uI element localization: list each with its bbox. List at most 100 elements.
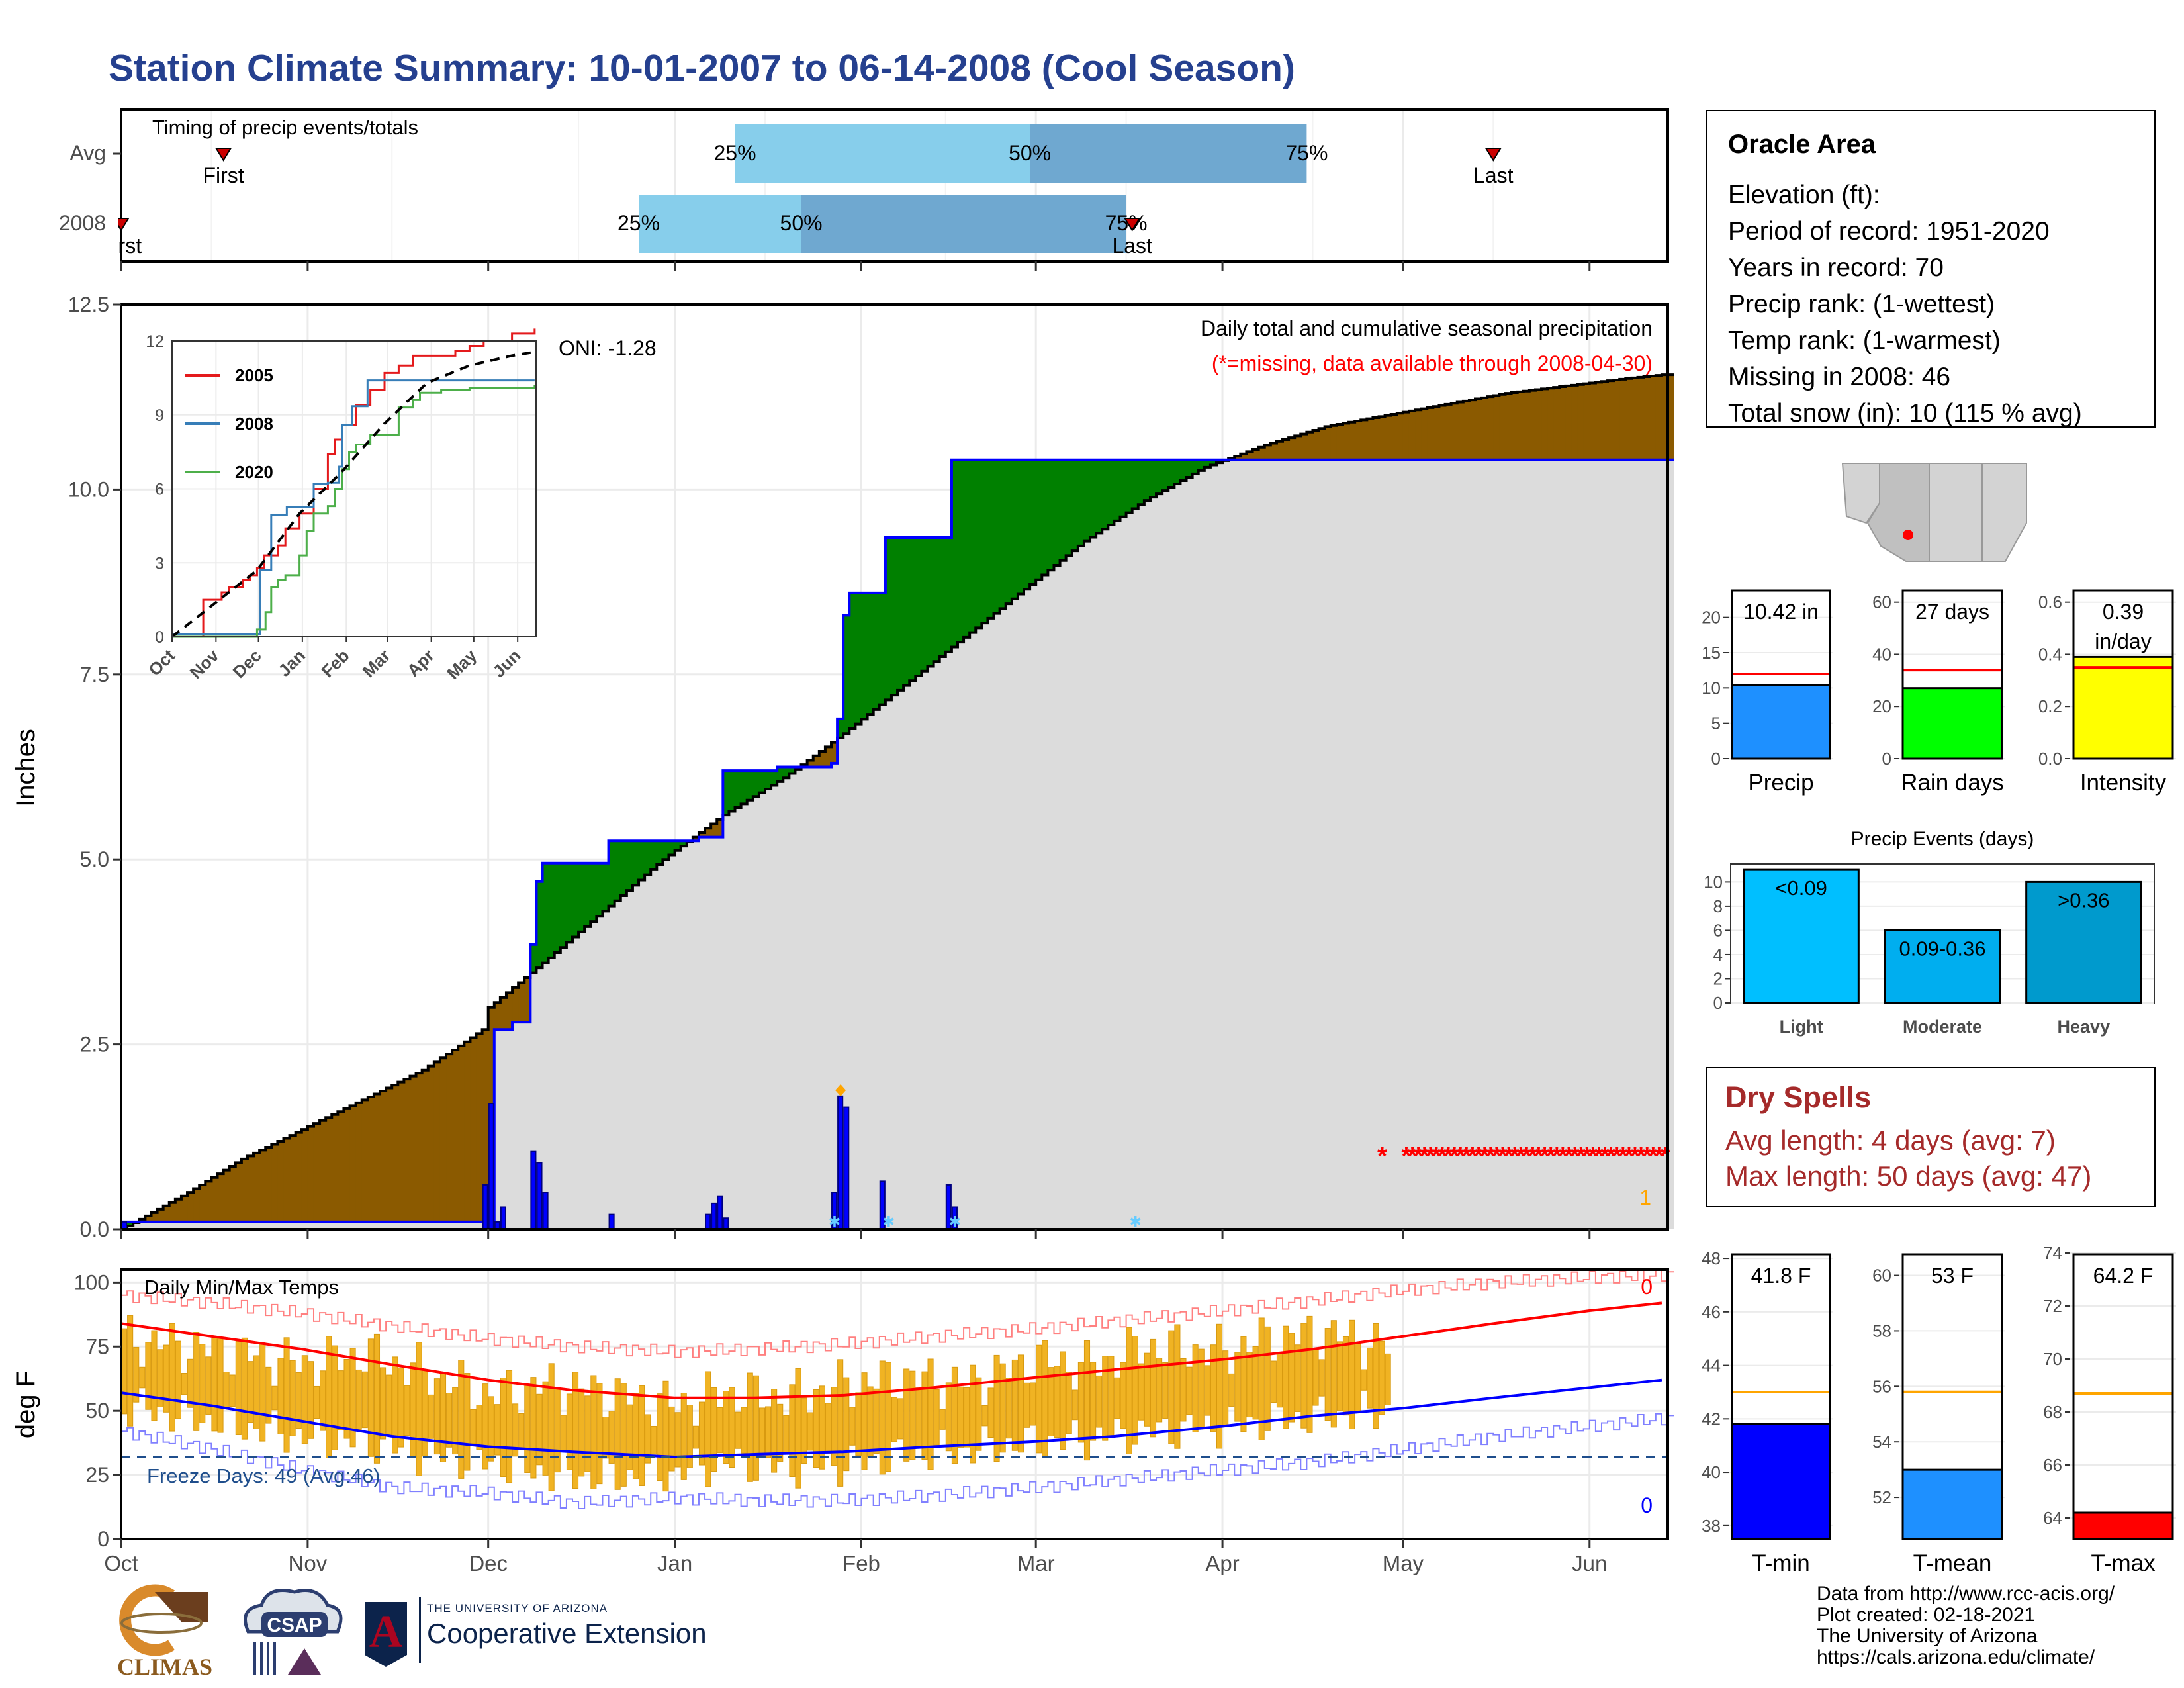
precip-deficit-area <box>199 1184 206 1222</box>
daily-temp-bar <box>343 1358 350 1439</box>
precip-excess-area <box>915 538 923 677</box>
precip-excess-area <box>789 767 796 774</box>
precip-deficit-area <box>1300 434 1307 460</box>
precip-deficit-area <box>307 1126 314 1222</box>
daily-temp-bar <box>879 1360 886 1475</box>
precip-excess-area <box>855 592 862 724</box>
temp-frame <box>120 1268 1669 1540</box>
precip-deficit-area <box>373 1094 381 1222</box>
precip-deficit-area <box>1289 438 1295 460</box>
daily-temp-bar <box>927 1358 934 1470</box>
daily-temp-bar <box>386 1374 392 1436</box>
daily-temp-bar <box>1228 1373 1235 1407</box>
oni-label: ONI: -1.28 <box>559 336 657 360</box>
precip-excess-area <box>639 841 645 880</box>
precip-excess-area <box>951 459 958 647</box>
temp-xtick-label: Oct <box>104 1551 138 1575</box>
temp-summary-box <box>1901 1253 2003 1540</box>
precip-excess-area <box>651 841 657 870</box>
daily-temp-bar <box>1270 1360 1277 1403</box>
station-info-line: Elevation (ft): <box>1728 181 1880 209</box>
daily-temp-bar <box>259 1342 266 1442</box>
university-of-arizona-logo[interactable]: A <box>359 1589 412 1668</box>
climas-logo[interactable]: CLIMAS <box>109 1582 221 1681</box>
missing-marker: * <box>1504 1143 1514 1170</box>
daily-precip-bar <box>500 1206 506 1231</box>
precip-deficit-area <box>181 1196 188 1222</box>
temperature-panel: 0 25 50 75 100 Oct Nov Dec Jan Feb Mar Apr May Jun Dai… <box>11 1268 1674 1575</box>
precip-deficit-area <box>1583 383 1590 460</box>
precip-excess-area <box>771 771 778 786</box>
daily-temp-bar <box>1240 1336 1247 1432</box>
temp-title: Daily Min/Max Temps <box>144 1276 339 1299</box>
temp-summary-value-label: 53 F <box>1931 1264 1974 1288</box>
precip-deficit-area <box>1619 379 1626 460</box>
precip-excess-area <box>885 538 892 700</box>
daily-temp-bar <box>735 1411 741 1449</box>
precip-excess-area <box>645 841 651 875</box>
dry-spells-heading: Dry Spells <box>1725 1080 1872 1114</box>
inset-frame <box>171 340 537 637</box>
daily-temp-bar <box>933 1389 940 1446</box>
daily-temp-bar <box>295 1372 302 1429</box>
precip-deficit-area <box>193 1188 200 1222</box>
precip-summary-panel: 0 5 10 15 20 Precip 10.42 in <box>1702 589 1833 796</box>
precip-summary-value-bar <box>1731 684 1831 760</box>
precip-excess-area <box>723 771 730 816</box>
precip-deficit-area <box>1276 441 1283 460</box>
cooperative-extension-logo[interactable]: THE UNIVERSITY OF ARIZONA Cooperative Ex… <box>427 1602 707 1650</box>
daily-temp-bar <box>1204 1365 1210 1416</box>
record-min-line <box>121 1413 1674 1510</box>
daily-temp-bar <box>1210 1344 1216 1432</box>
precip-deficit-area <box>320 1120 326 1222</box>
precip-excess-area <box>1114 459 1121 521</box>
precip-excess-area <box>1192 459 1199 474</box>
precip-excess-area <box>976 459 982 628</box>
precip-deficit-area <box>1559 387 1567 460</box>
daily-temp-bar <box>367 1338 374 1457</box>
missing-marker: * <box>1552 1143 1562 1170</box>
daily-temp-bar <box>1312 1348 1319 1406</box>
timing-last-label: Last <box>1473 164 1514 187</box>
daily-temp-bar <box>837 1359 844 1487</box>
precip-deficit-area <box>1614 379 1620 460</box>
precip-excess-area <box>843 615 850 734</box>
precip-deficit-area <box>1481 397 1488 460</box>
precip-excess-area <box>1071 459 1079 551</box>
precip-summary-category-label: Intensity <box>2080 770 2167 796</box>
precip-deficit-area <box>386 1088 392 1222</box>
events-category-label: Heavy <box>2058 1017 2111 1037</box>
precip-deficit-area <box>1499 394 1506 460</box>
missing-marker: * <box>1648 1143 1658 1170</box>
precip-excess-area <box>1108 459 1115 526</box>
precip-deficit-area <box>1511 392 1518 460</box>
daily-temp-bar <box>536 1393 543 1466</box>
precip-deficit-area <box>1541 389 1548 460</box>
daily-temp-bar <box>747 1372 753 1482</box>
daily-temp-bar <box>1114 1377 1120 1419</box>
daily-temp-bar <box>620 1383 627 1487</box>
timing-q50-label: 50% <box>1009 141 1051 165</box>
precip-deficit-area <box>1408 410 1416 460</box>
daily-temp-bar <box>482 1383 488 1470</box>
daily-temp-bar <box>145 1342 152 1410</box>
precip-deficit-area <box>1427 407 1433 460</box>
precip-deficit-area <box>187 1192 194 1222</box>
missing-marker: * <box>1492 1143 1502 1170</box>
precip-excess-area <box>945 538 952 652</box>
daily-temp-bar <box>752 1375 759 1481</box>
precip-summary-ytick-label: 20 <box>1702 608 1721 628</box>
csap-logo[interactable]: CSAP <box>232 1582 351 1681</box>
daily-temp-bar <box>1186 1366 1193 1415</box>
footer-line: Plot created: 02-18-2021 <box>1817 1604 2036 1626</box>
daily-temp-bar <box>686 1405 693 1468</box>
daily-temp-bar <box>355 1369 362 1430</box>
precip-excess-area <box>1162 459 1169 491</box>
precip-deficit-area <box>1601 381 1608 460</box>
missing-marker: * <box>1594 1143 1604 1170</box>
missing-marker: * <box>1408 1143 1418 1170</box>
avg-min-line <box>120 1378 1662 1458</box>
footer-line: Data from http://www.rcc-acis.org/ <box>1817 1583 2115 1605</box>
temp-summary-ytick-label: 74 <box>2043 1243 2062 1263</box>
